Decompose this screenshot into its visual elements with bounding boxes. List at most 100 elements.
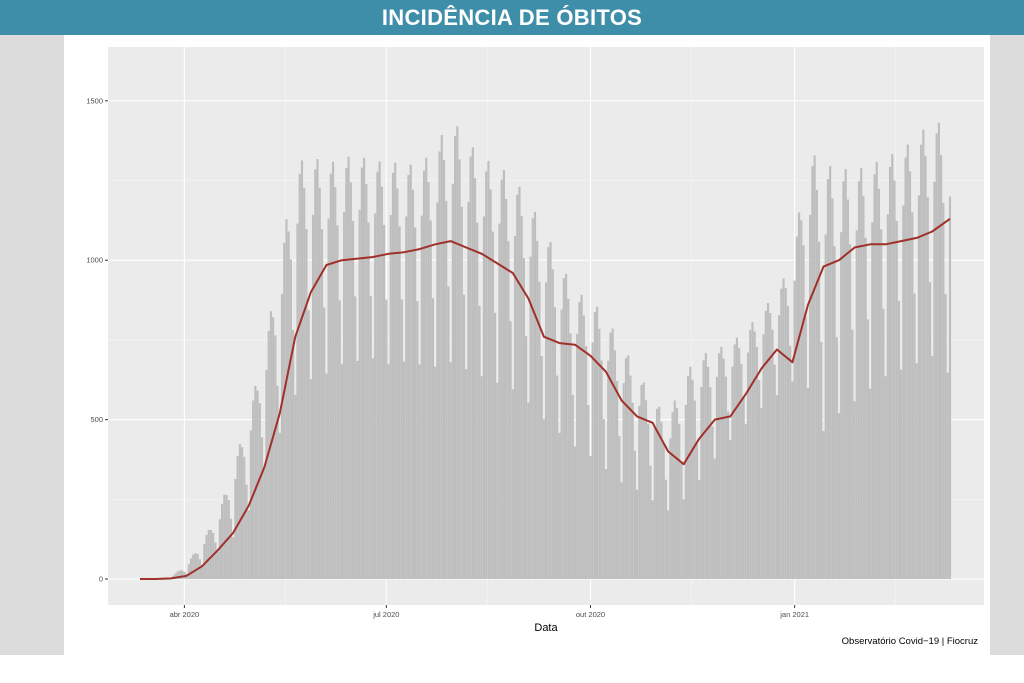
bar: [664, 479, 668, 579]
bar: [622, 383, 625, 579]
bar: [884, 376, 887, 579]
bar: [607, 360, 610, 579]
bar: [744, 424, 747, 579]
bar: [766, 303, 770, 579]
bar: [715, 376, 719, 579]
bar: [351, 220, 355, 579]
bar: [425, 157, 428, 579]
bar: [429, 220, 432, 579]
bar: [394, 162, 397, 579]
bar: [323, 307, 326, 579]
bar: [800, 220, 803, 579]
bar: [325, 373, 328, 579]
bar: [915, 363, 918, 579]
bar: [598, 328, 601, 579]
bar: [192, 554, 195, 579]
bar: [713, 458, 716, 579]
bar: [886, 214, 889, 579]
bar: [371, 358, 375, 579]
y-tick-label: 500: [90, 415, 103, 424]
bar: [782, 278, 785, 579]
bar: [260, 437, 264, 579]
bar: [773, 364, 776, 579]
bar: [473, 178, 477, 579]
bar: [207, 529, 210, 579]
x-axis: abr 2020 jul 2020 out 2020 jan 2021: [170, 605, 809, 619]
bar: [480, 376, 483, 579]
bar: [691, 379, 694, 579]
bar: [558, 432, 561, 579]
bar: [285, 219, 288, 580]
bar: [545, 282, 548, 579]
bar: [822, 431, 825, 579]
bar: [587, 405, 590, 579]
bar: [853, 401, 856, 579]
bar: [454, 135, 457, 579]
bar: [476, 222, 479, 580]
bar: [298, 173, 301, 579]
bar: [232, 537, 235, 579]
source-caption: Observatório Covid−19 | Fiocruz: [841, 636, 978, 647]
bar: [591, 342, 594, 579]
bar: [292, 330, 295, 579]
bar: [729, 440, 732, 579]
bar: [596, 306, 599, 579]
bar: [502, 170, 506, 579]
bar: [309, 379, 312, 579]
bar: [707, 366, 710, 579]
bar: [367, 222, 370, 579]
bar: [209, 530, 213, 579]
bar: [564, 273, 568, 579]
bar: [216, 551, 219, 579]
bar: [227, 500, 230, 579]
bar: [840, 232, 843, 579]
bar: [289, 259, 292, 579]
bar: [316, 159, 319, 579]
bar: [327, 218, 330, 579]
bar: [895, 220, 898, 579]
bar: [718, 353, 721, 579]
bar: [667, 510, 670, 579]
bar: [758, 379, 761, 579]
bar: [567, 298, 570, 579]
bar: [937, 122, 940, 579]
bar: [560, 309, 563, 579]
bar: [258, 403, 261, 579]
bar: [445, 200, 448, 579]
bar: [451, 183, 454, 580]
bar: [609, 332, 612, 579]
bar: [922, 129, 925, 579]
bar: [223, 494, 226, 579]
bar: [400, 299, 403, 579]
bar: [236, 456, 239, 579]
bar: [214, 542, 217, 579]
bar: [520, 216, 523, 579]
bar: [935, 133, 938, 579]
bar: [438, 151, 441, 579]
bar: [487, 160, 490, 579]
bar: [687, 376, 690, 579]
bar: [897, 300, 901, 579]
bar: [576, 333, 579, 579]
bar: [940, 155, 943, 579]
bar: [489, 189, 492, 579]
bar: [917, 195, 920, 579]
bar: [582, 315, 585, 579]
bar: [276, 385, 279, 579]
bar: [522, 258, 525, 579]
bar: [518, 186, 521, 579]
bar: [593, 312, 596, 579]
bar: [584, 346, 588, 579]
bar: [531, 218, 534, 580]
bar: [684, 404, 687, 579]
bar: [780, 288, 783, 579]
bar: [928, 282, 932, 579]
bar: [644, 400, 648, 579]
bar: [187, 564, 190, 579]
bar: [702, 360, 705, 579]
bar: [624, 358, 628, 579]
bar: [314, 169, 317, 580]
right-margin-panel: [990, 35, 1024, 655]
bar: [354, 296, 357, 579]
bar: [265, 369, 268, 579]
